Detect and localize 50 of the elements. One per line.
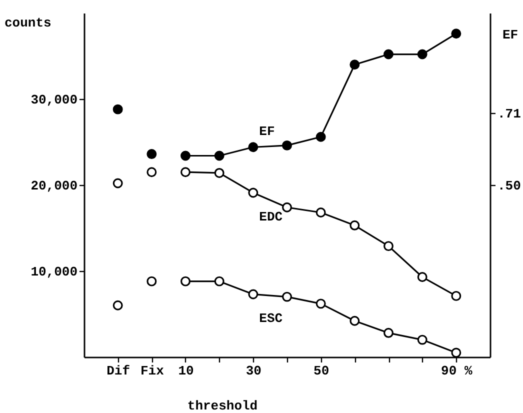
point xyxy=(112,300,123,310)
point xyxy=(316,132,326,142)
series-label: EF xyxy=(259,124,275,140)
point xyxy=(112,178,123,188)
point xyxy=(282,140,292,150)
x-tick-label: Dif xyxy=(106,364,130,378)
y-axis-title: counts xyxy=(4,16,52,30)
x-tick-label: 10 xyxy=(178,364,194,378)
x-axis-title: threshold xyxy=(187,398,258,413)
point xyxy=(282,292,292,302)
series-label: ESC xyxy=(259,311,283,326)
point xyxy=(214,168,224,178)
point xyxy=(282,202,292,212)
x-tick-label: 30 xyxy=(246,364,262,378)
y-tick-label: 30,000 xyxy=(30,92,78,108)
point xyxy=(180,276,190,286)
point xyxy=(248,188,258,198)
point xyxy=(451,290,462,301)
point xyxy=(316,208,326,218)
point xyxy=(180,150,190,161)
point xyxy=(112,104,123,114)
point xyxy=(417,49,428,60)
point xyxy=(350,316,360,326)
point xyxy=(180,167,190,178)
point xyxy=(384,241,394,252)
series-label: EDC xyxy=(259,210,283,225)
point xyxy=(451,28,462,39)
point xyxy=(146,167,157,178)
point xyxy=(248,289,258,300)
point xyxy=(350,220,360,230)
y-tick-label: 10,000 xyxy=(30,264,78,280)
point xyxy=(146,276,157,286)
x-tick-label: 50 xyxy=(314,364,330,378)
x-tick-label: 90 % xyxy=(441,364,472,378)
point xyxy=(214,150,224,161)
x-tick-label: Fix xyxy=(140,364,164,378)
point xyxy=(248,142,258,152)
point xyxy=(316,298,326,309)
point xyxy=(417,272,428,282)
point xyxy=(384,49,394,60)
point xyxy=(214,276,224,286)
y2-tick-label: .50 xyxy=(498,178,522,194)
point xyxy=(350,60,360,70)
point xyxy=(146,149,157,160)
y2-axis-title: EF xyxy=(502,28,518,42)
point xyxy=(451,348,462,358)
y2-tick-label: .71 xyxy=(498,106,522,122)
point xyxy=(417,334,428,345)
y-tick-label: 20,000 xyxy=(30,178,78,194)
point xyxy=(384,328,394,338)
